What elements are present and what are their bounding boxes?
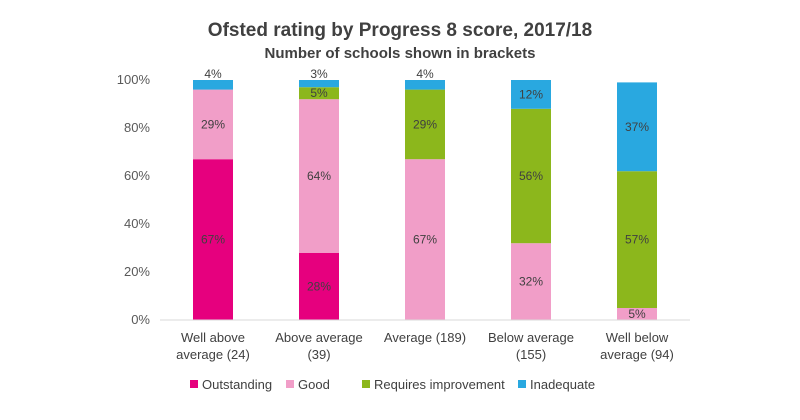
- data-label: 12%: [519, 87, 543, 101]
- x-tick-label: average (94): [600, 347, 674, 362]
- data-label: 57%: [625, 233, 649, 247]
- data-label: 28%: [307, 279, 331, 293]
- chart-subtitle: Number of schools shown in brackets: [265, 45, 536, 62]
- legend-label: Outstanding: [202, 377, 272, 392]
- bar-segment: [617, 82, 657, 172]
- legend-swatch: [190, 380, 198, 388]
- bar-segment: [299, 252, 339, 320]
- legend-swatch: [286, 380, 294, 388]
- data-label: 5%: [310, 86, 328, 100]
- data-label: 67%: [413, 233, 437, 247]
- bar-segment: [511, 243, 551, 320]
- data-label: 56%: [519, 169, 543, 183]
- x-tick-label: Well below: [606, 330, 669, 345]
- x-tick-label: Below average: [488, 330, 574, 345]
- x-tick-label: (39): [307, 347, 330, 362]
- data-label: 32%: [519, 275, 543, 289]
- bars-group: [193, 80, 657, 320]
- bar-segment: [405, 89, 445, 160]
- x-axis: Well above average (24) Above average (39) A…: [160, 319, 690, 362]
- x-tick-label: Average (189): [384, 330, 466, 345]
- legend-swatch: [518, 380, 526, 388]
- bar-segment: [405, 80, 445, 90]
- y-tick-label: 0%: [131, 312, 150, 327]
- legend-swatch: [362, 380, 370, 388]
- y-tick-label: 80%: [124, 120, 150, 135]
- x-tick-label: average (24): [176, 347, 250, 362]
- x-tick-label: Above average: [275, 330, 362, 345]
- x-tick-label: (155): [516, 347, 546, 362]
- data-label: 4%: [204, 67, 222, 81]
- bar-segment: [193, 80, 233, 90]
- bar-segment: [193, 159, 233, 320]
- bar-segment: [193, 89, 233, 160]
- data-label: 29%: [413, 117, 437, 131]
- data-label: 4%: [416, 67, 434, 81]
- legend-label: Good: [298, 377, 330, 392]
- data-labels-group: 67% 29% 4% 28% 64% 5% 3% 67% 29% 4% 32% 56% 12% 5% 57%…: [201, 67, 649, 321]
- y-tick-label: 40%: [124, 216, 150, 231]
- bar-segment: [617, 171, 657, 308]
- legend-label: Requires improvement: [374, 377, 505, 392]
- data-label: 67%: [201, 233, 225, 247]
- bar-segment: [511, 80, 551, 109]
- chart-title: Ofsted rating by Progress 8 score, 2017/…: [208, 20, 592, 41]
- x-tick-label: Well above: [181, 330, 245, 345]
- y-tick-label: 60%: [124, 168, 150, 183]
- y-tick-label: 100%: [117, 72, 151, 87]
- data-label: 29%: [201, 117, 225, 131]
- y-tick-label: 20%: [124, 264, 150, 279]
- bar-segment: [299, 80, 339, 88]
- bar-segment: [299, 87, 339, 100]
- bar-segment: [511, 108, 551, 244]
- bar-segment: [299, 99, 339, 253]
- legend-label: Inadequate: [530, 377, 595, 392]
- data-label: 3%: [310, 67, 328, 81]
- legend: Outstanding Good Requires improvement Inade…: [190, 377, 595, 392]
- bar-segment: [617, 308, 657, 320]
- bar-segment: [405, 159, 445, 320]
- data-label: 5%: [628, 307, 646, 321]
- data-label: 37%: [625, 120, 649, 134]
- data-label: 64%: [307, 169, 331, 183]
- y-axis: 0% 20% 40% 60% 80% 100%: [117, 72, 151, 327]
